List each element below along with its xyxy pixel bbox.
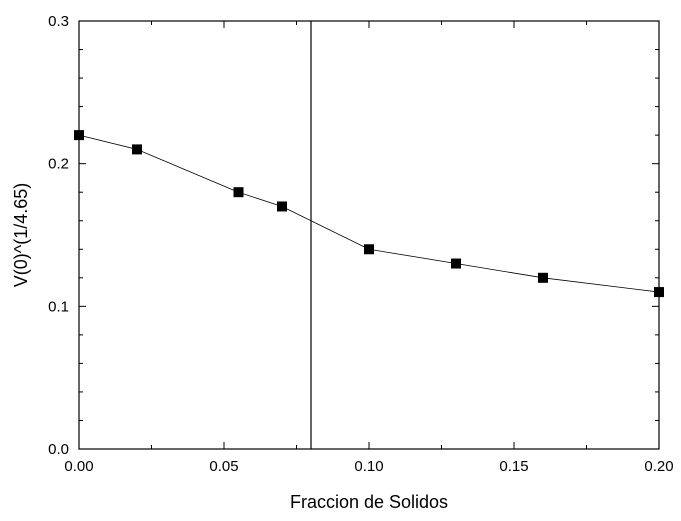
- x-tick-label: 0.00: [64, 458, 93, 475]
- data-point-marker: [538, 272, 548, 283]
- data-point-marker: [364, 244, 374, 255]
- data-point-marker: [277, 201, 287, 212]
- y-tick-label: 0.1: [48, 298, 69, 315]
- y-tick-label: 0.0: [48, 441, 69, 458]
- x-tick-label: 0.10: [354, 458, 383, 475]
- data-point-marker: [654, 287, 664, 298]
- x-tick-label: 0.05: [209, 458, 238, 475]
- x-tick-label: 0.15: [499, 458, 528, 475]
- series-line: [78, 134, 660, 293]
- data-point-marker: [451, 258, 461, 269]
- plot-area-frame: [78, 20, 660, 450]
- x-tick-label: 0.20: [644, 458, 673, 475]
- data-point-marker: [132, 144, 142, 155]
- y-tick-label: 0.2: [48, 156, 69, 173]
- axis-ticks: 0.00 0.05 0.10 0.15 0.20 0.0 0.1 0.2 0.3: [48, 13, 673, 475]
- x-axis-title: Fraccion de Solidos: [290, 492, 448, 512]
- series-layer: [74, 130, 664, 298]
- y-axis-title: V(0)^(1/4.65): [11, 183, 31, 287]
- data-point-marker: [233, 187, 244, 198]
- data-point-marker: [74, 130, 84, 141]
- y-tick-label: 0.3: [48, 13, 69, 30]
